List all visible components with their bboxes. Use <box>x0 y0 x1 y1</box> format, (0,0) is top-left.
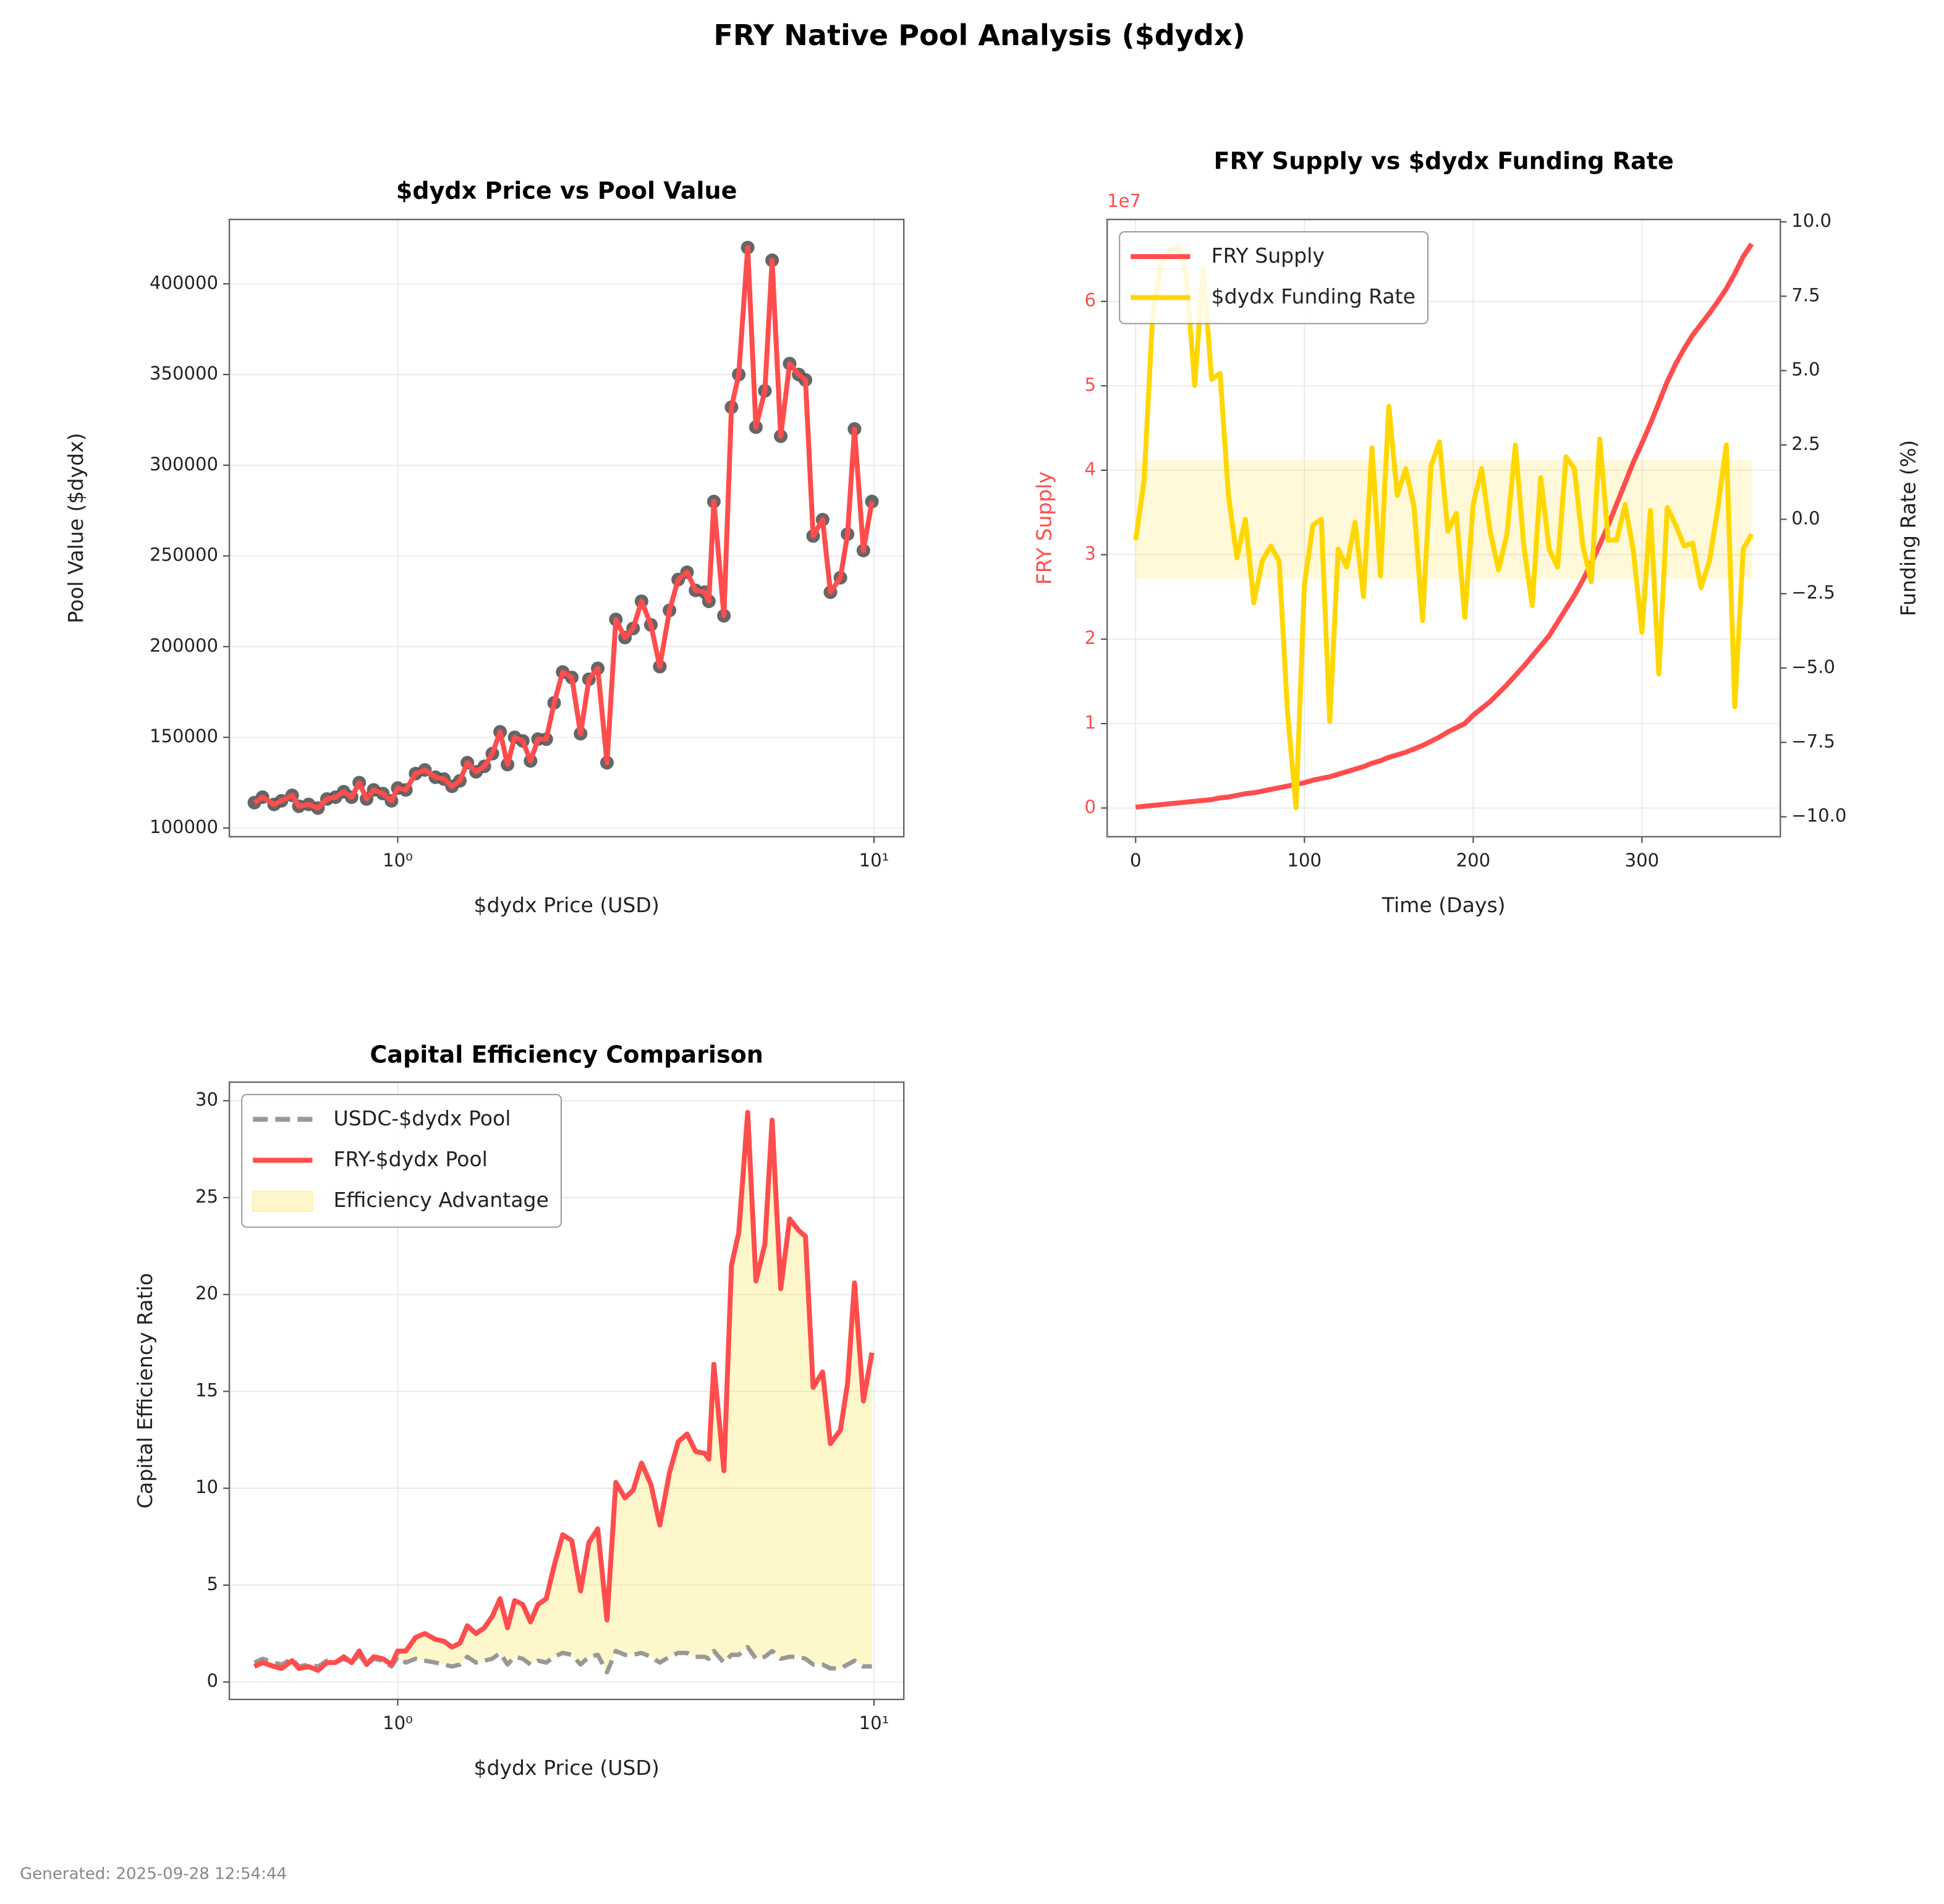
y-tick-label: 25 <box>195 1186 218 1207</box>
x-tick-label: 10¹ <box>859 1712 889 1733</box>
y-tick-label: 0 <box>1085 797 1097 818</box>
y2-tick-label: 10.0 <box>1791 210 1832 231</box>
y2-tick-label: −5.0 <box>1791 656 1835 677</box>
y-tick-label: 250000 <box>150 544 218 565</box>
y-tick-label: 400000 <box>150 272 218 293</box>
y2-tick-label: −10.0 <box>1791 805 1846 826</box>
axes-frame <box>1106 218 1781 838</box>
y-axis-label: FRY Supply <box>1032 472 1056 585</box>
y-tick-label: 30 <box>195 1089 218 1110</box>
legend-label: FRY Supply <box>1212 243 1325 268</box>
axes-frame <box>228 218 905 838</box>
y2-tick-label: 5.0 <box>1791 359 1820 380</box>
x-tick-label: 10¹ <box>859 850 889 871</box>
axes-title: FRY Supply vs $dydx Funding Rate <box>1214 147 1674 174</box>
axes-title: $dydx Price vs Pool Value <box>396 177 737 204</box>
y-tick-label: 200000 <box>150 635 218 656</box>
legend-label: Efficiency Advantage <box>334 1188 549 1212</box>
y-tick-label: 350000 <box>150 363 218 384</box>
legend-swatch <box>252 1190 313 1212</box>
legend-box <box>241 1094 562 1228</box>
x-tick-label: 300 <box>1625 850 1660 871</box>
y-tick-label: 3 <box>1085 543 1097 564</box>
y-axis-label: Capital Efficiency Ratio <box>133 1273 157 1508</box>
series-line <box>253 1109 875 1673</box>
y-tick-label: 5 <box>1085 374 1097 395</box>
y-tick-label: 15 <box>195 1379 218 1400</box>
legend-label: USDC-$dydx Pool <box>334 1106 511 1130</box>
x-tick-label: 10⁰ <box>383 850 413 871</box>
y2-tick-label: −2.5 <box>1791 582 1835 603</box>
y2-tick-label: 0.0 <box>1791 507 1820 528</box>
y-tick-label: 100000 <box>150 816 218 837</box>
legend-label: FRY-$dydx Pool <box>334 1147 488 1171</box>
y-tick-label: 6 <box>1085 290 1097 311</box>
x-axis-label: $dydx Price (USD) <box>473 1756 659 1780</box>
axes-title: Capital Efficiency Comparison <box>370 1041 763 1068</box>
y-tick-label: 5 <box>206 1573 218 1594</box>
y-tick-label: 300000 <box>150 454 218 475</box>
x-axis-label: $dydx Price (USD) <box>473 893 659 917</box>
series-line <box>253 245 875 811</box>
y-tick-label: 20 <box>195 1283 218 1304</box>
x-tick-label: 10⁰ <box>383 1712 413 1733</box>
legend-box <box>1119 231 1429 324</box>
y2-tick-label: −7.5 <box>1791 730 1835 751</box>
y-tick-label: 4 <box>1085 459 1097 480</box>
y-tick-label: 1 <box>1085 712 1097 733</box>
x-tick-label: 100 <box>1288 850 1322 871</box>
x-tick-label: 200 <box>1456 850 1491 871</box>
y-tick-label: 150000 <box>150 726 218 747</box>
y-tick-label: 0 <box>206 1670 218 1691</box>
y-tick-label: 10 <box>195 1476 218 1497</box>
footer: Generated: 2025-09-28 12:54:44 <box>20 1864 287 1883</box>
x-tick-label: 0 <box>1130 850 1142 871</box>
y-tick-label: 2 <box>1085 627 1097 648</box>
y2-axis-label: Funding Rate (%) <box>1896 440 1920 616</box>
fill-area <box>254 1112 872 1673</box>
x-axis-label: Time (Days) <box>1382 893 1506 917</box>
axes-frame <box>228 1081 905 1701</box>
y-axis-label: Pool Value ($dydx) <box>64 433 88 623</box>
figure-title: FRY Native Pool Analysis ($dydx) <box>713 19 1245 52</box>
legend-label: $dydx Funding Rate <box>1212 284 1416 308</box>
series-line <box>1135 242 1754 810</box>
y2-tick-label: 7.5 <box>1791 284 1820 305</box>
y-offset-label: 1e7 <box>1107 190 1141 211</box>
y2-tick-label: 2.5 <box>1791 433 1820 454</box>
series-line <box>1133 243 1754 811</box>
